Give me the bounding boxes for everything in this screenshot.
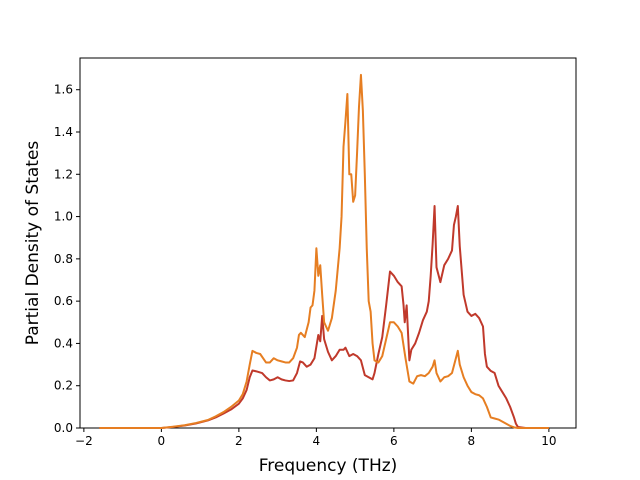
x-axis-label: Frequency (THz) bbox=[259, 456, 398, 476]
y-tick-label: 0.4 bbox=[54, 336, 73, 350]
series-line-1 bbox=[99, 205, 549, 429]
y-tick-label: 0.8 bbox=[54, 252, 73, 266]
x-tick-label: 0 bbox=[158, 434, 166, 448]
x-tick-label: 6 bbox=[390, 434, 398, 448]
y-tick-label: 1.4 bbox=[54, 125, 73, 139]
x-tick-label: 8 bbox=[468, 434, 476, 448]
x-tick-label: −2 bbox=[75, 434, 93, 448]
y-axis-label: Partial Density of States bbox=[23, 141, 43, 346]
y-tick-label: 1.2 bbox=[54, 167, 73, 181]
axes-frame bbox=[79, 57, 577, 429]
x-axis-ticks: −2 0 2 4 6 8 10 bbox=[75, 428, 557, 448]
series-layer bbox=[99, 73, 549, 429]
y-tick-label: 0.0 bbox=[54, 421, 73, 435]
y-axis-ticks: 0.0 0.2 0.4 0.6 0.8 1.0 1.2 1.4 1.6 bbox=[54, 83, 80, 435]
y-tick-label: 1.6 bbox=[54, 83, 73, 97]
x-tick-label: 4 bbox=[313, 434, 321, 448]
plot-area: −2 0 2 4 6 8 10 0.0 0.2 0.4 0.6 0.8 1.0 1.2 1.4 1.6 bbox=[54, 57, 577, 448]
y-tick-label: 0.2 bbox=[54, 379, 73, 393]
y-tick-label: 0.6 bbox=[54, 294, 73, 308]
y-tick-label: 1.0 bbox=[54, 210, 73, 224]
series-line-2 bbox=[99, 73, 549, 429]
x-tick-label: 2 bbox=[235, 434, 243, 448]
x-tick-label: 10 bbox=[541, 434, 556, 448]
